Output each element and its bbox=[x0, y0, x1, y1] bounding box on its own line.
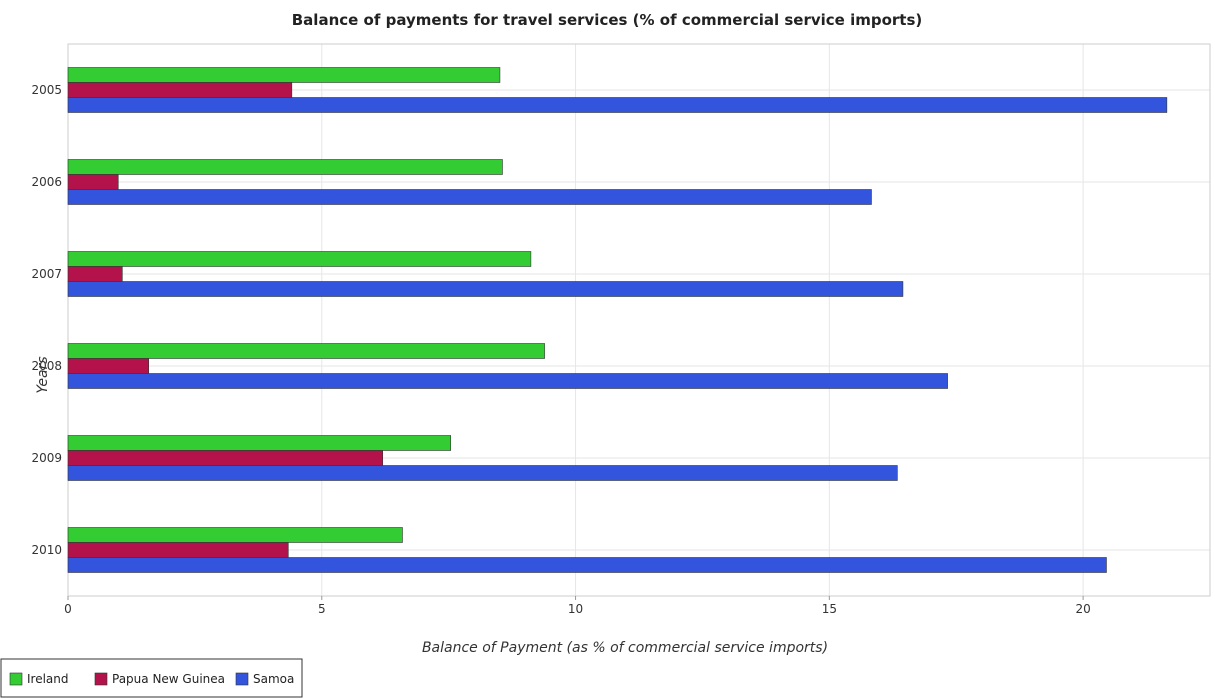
x-tick-label: 15 bbox=[822, 602, 837, 616]
bar-ireland-2010 bbox=[67, 527, 403, 543]
bar-papua-new-guinea-2008 bbox=[67, 358, 150, 374]
bar-samoa-2008 bbox=[67, 373, 948, 389]
y-tick-label: 2008 bbox=[31, 359, 62, 373]
bar-ireland-2008 bbox=[67, 343, 545, 359]
legend-label: Samoa bbox=[253, 672, 294, 686]
bar-ireland-2007 bbox=[67, 251, 532, 267]
bar-papua-new-guinea-2010 bbox=[67, 542, 289, 558]
legend-label: Ireland bbox=[27, 672, 69, 686]
bar-samoa-2007 bbox=[67, 281, 904, 297]
bar-samoa-2009 bbox=[67, 465, 898, 481]
legend-label: Papua New Guinea bbox=[112, 672, 225, 686]
bar-samoa-2006 bbox=[67, 189, 872, 205]
bar-papua-new-guinea-2009 bbox=[67, 450, 383, 466]
legend-swatch bbox=[9, 672, 23, 686]
chart-title: Balance of payments for travel services … bbox=[292, 11, 922, 29]
legend-box bbox=[0, 658, 303, 698]
bar-ireland-2006 bbox=[67, 159, 503, 175]
x-tick-label: 10 bbox=[568, 602, 583, 616]
legend: Ireland Papua New Guinea Samoa bbox=[0, 658, 303, 698]
bar-ireland-2009 bbox=[67, 435, 451, 451]
bar-papua-new-guinea-2006 bbox=[67, 174, 119, 190]
y-tick-label: 2010 bbox=[31, 543, 62, 557]
y-tick-label: 2007 bbox=[31, 267, 62, 281]
legend-swatch bbox=[94, 672, 108, 686]
x-axis-label: Balance of Payment (as % of commercial s… bbox=[422, 640, 828, 656]
x-tick-label: 20 bbox=[1075, 602, 1090, 616]
x-tick-label: 0 bbox=[64, 602, 72, 616]
plot-background bbox=[68, 44, 1210, 596]
bar-papua-new-guinea-2007 bbox=[67, 266, 123, 282]
x-tick-label: 5 bbox=[318, 602, 326, 616]
y-tick-label: 2005 bbox=[31, 83, 62, 97]
bar-samoa-2005 bbox=[67, 97, 1168, 113]
bar-ireland-2005 bbox=[67, 67, 501, 83]
bar-samoa-2010 bbox=[67, 557, 1107, 573]
y-tick-label: 2006 bbox=[31, 175, 62, 189]
bar-papua-new-guinea-2005 bbox=[67, 82, 293, 98]
plot-border bbox=[67, 43, 1211, 597]
y-axis-label: Years bbox=[35, 356, 51, 393]
plot-area: 2005 2006 2007 2008 2009 2010 0 5 10 15 20 bbox=[31, 43, 1211, 616]
y-tick-label: 2009 bbox=[31, 451, 62, 465]
legend-swatch bbox=[235, 672, 249, 686]
